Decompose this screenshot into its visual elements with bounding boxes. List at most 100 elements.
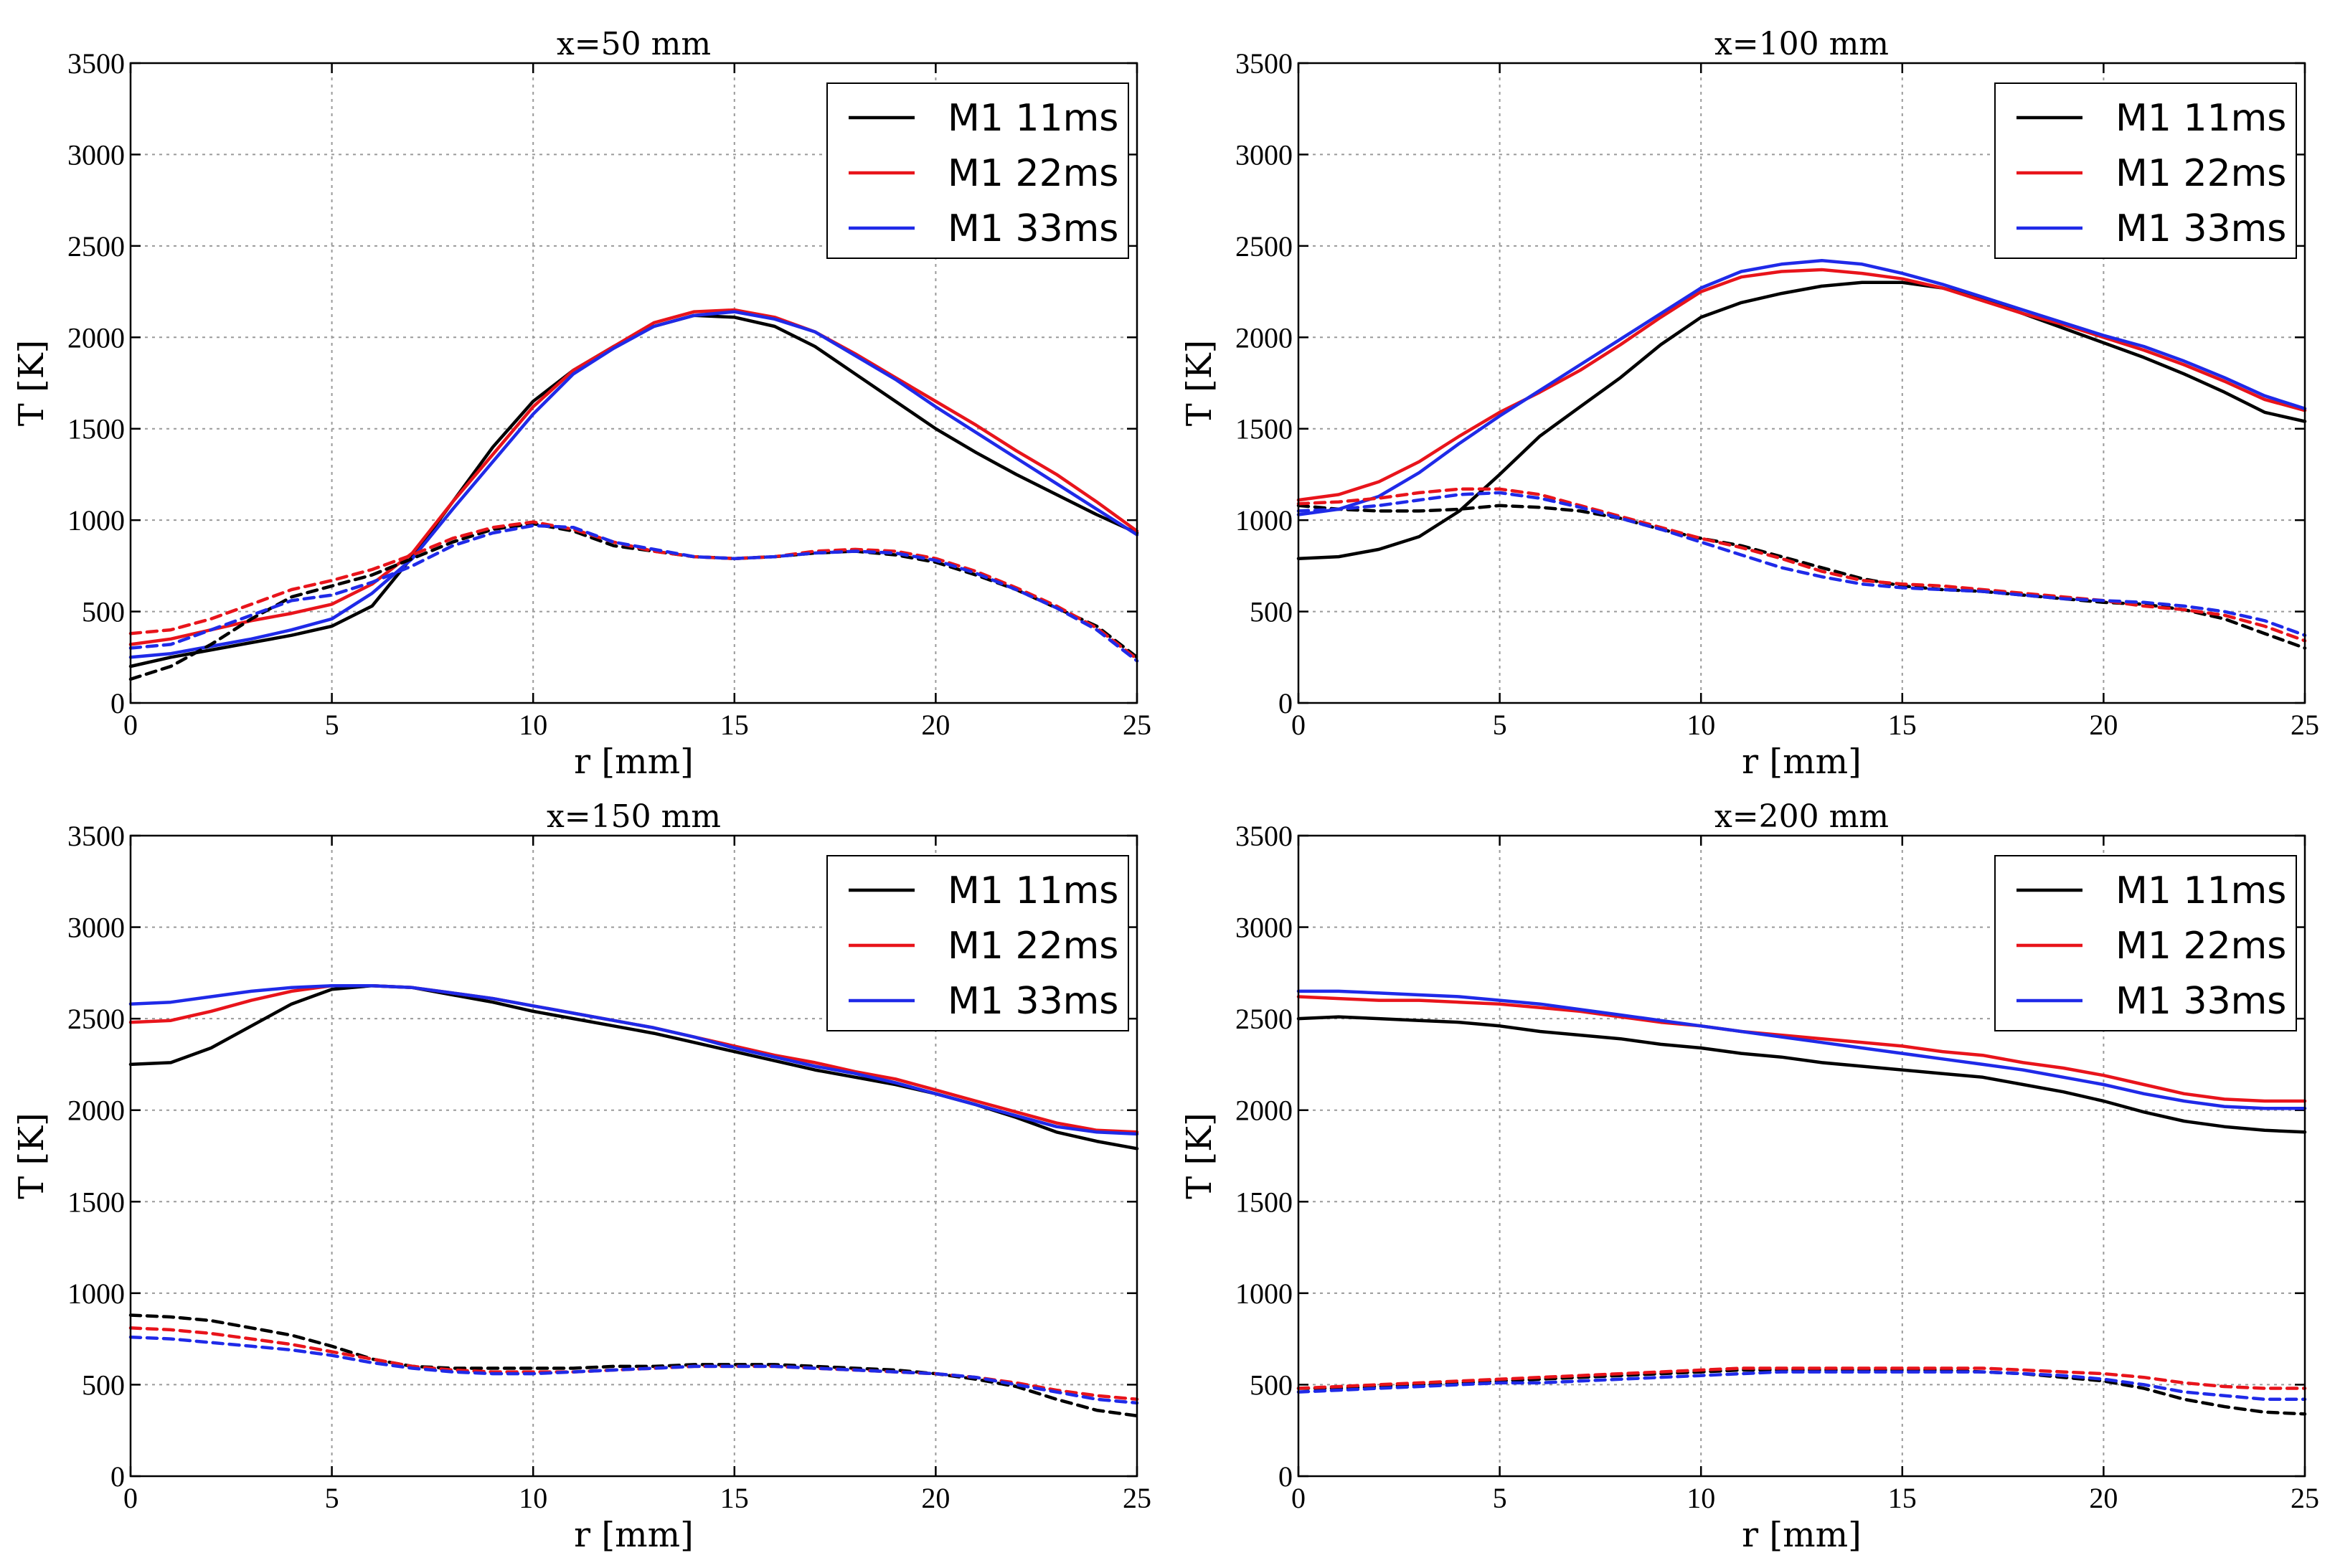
y-tick-label: 0 [1278,1460,1293,1493]
series-line-m1-33ms-dashed [128,1335,1139,1405]
x-tick-label: 20 [921,1482,950,1514]
x-tick-label: 25 [2291,709,2319,741]
y-tick-label: 500 [82,596,125,628]
y-tick-label: 3000 [67,912,125,944]
panel-title: x=150 mm [547,798,721,835]
x-tick-label: 15 [1888,1482,1917,1514]
panel-x50: x=50 mm r [mm] T [K] M1 11ms M1 22ms M1 … [11,26,1151,782]
legend-label-22ms: M1 22ms [948,925,1118,968]
series-line-m1-11ms [1296,280,2307,560]
x-tick-label: 25 [2291,1482,2319,1514]
y-tick-label: 2500 [1235,230,1293,263]
y-tick-label: 500 [1250,596,1293,628]
y-tick-label: 500 [1250,1369,1293,1401]
x-tick-label: 5 [1493,1482,1507,1514]
panel-title: x=200 mm [1714,798,1889,835]
x-axis-label: r [mm] [574,1515,694,1555]
y-tick-label: 500 [82,1369,125,1401]
y-tick-label: 0 [1278,687,1293,719]
legend-label-22ms: M1 22ms [2115,152,2286,195]
x-tick-label: 10 [519,709,547,741]
y-tick-label: 1500 [1235,1186,1293,1218]
series-line-m1-33ms-dashed [1296,1370,2307,1402]
y-tick-label: 0 [110,687,125,719]
legend-label-11ms: M1 11ms [2115,97,2286,140]
x-tick-label: 15 [720,1482,749,1514]
x-tick-label: 15 [720,709,749,741]
x-tick-label: 10 [1687,1482,1715,1514]
legend-label-33ms: M1 33ms [2115,207,2286,250]
y-tick-label: 2000 [67,321,125,354]
series-line-m1-22ms-dashed [1296,1366,2307,1390]
series-line-m1-33ms [1296,258,2307,516]
y-tick-label: 1000 [1235,504,1293,537]
x-tick-label: 0 [123,1482,138,1514]
y-tick-label: 3000 [67,138,125,171]
legend-label-33ms: M1 33ms [2115,980,2286,1023]
legend-label-33ms: M1 33ms [948,980,1118,1023]
y-tick-label: 2000 [67,1095,125,1127]
y-tick-label: 3500 [67,47,125,80]
panel-x150: x=150 mm r [mm] T [K] M1 11ms M1 22ms M1… [11,798,1151,1555]
legend-label-33ms: M1 33ms [948,207,1118,250]
legend-label-11ms: M1 11ms [948,869,1118,912]
plot-frame [129,62,1138,704]
y-axis-label: T [K] [1179,340,1220,427]
x-tick-label: 10 [519,1482,547,1514]
series-line-m1-33ms-dashed [128,524,1139,663]
y-tick-label: 3500 [67,820,125,852]
x-tick-label: 20 [921,709,950,741]
x-tick-label: 0 [123,709,138,741]
series-line-m1-11ms-dashed [1296,1368,2307,1416]
y-axis-label: T [K] [11,340,52,427]
series-line-m1-11ms [1296,1015,2307,1134]
y-tick-label: 3500 [1235,47,1293,80]
y-tick-label: 1000 [67,1277,125,1310]
plot-frame [1297,62,2306,704]
y-tick-label: 2000 [1235,321,1293,354]
y-axis-label: T [K] [1179,1113,1220,1199]
x-tick-label: 0 [1291,709,1306,741]
series-line-m1-22ms [1296,995,2307,1103]
y-tick-label: 2500 [67,230,125,263]
y-tick-label: 1500 [67,413,125,445]
series-line-m1-11ms-dashed [128,521,1139,681]
y-axis-label: T [K] [11,1113,52,1199]
series-line-m1-22ms [1296,268,2307,502]
y-tick-label: 1500 [67,1186,125,1218]
panel-title: x=50 mm [557,26,711,62]
panel-title: x=100 mm [1714,26,1889,62]
x-axis-label: r [mm] [574,742,694,782]
x-tick-label: 20 [2089,709,2118,741]
y-tick-label: 2500 [67,1003,125,1035]
y-tick-label: 3000 [1235,912,1293,944]
x-tick-label: 5 [325,1482,339,1514]
plot-frame [1297,834,2306,1478]
y-tick-label: 1500 [1235,413,1293,445]
panel-x100: x=100 mm r [mm] T [K] M1 11ms M1 22ms M1… [1179,26,2319,782]
y-tick-label: 0 [110,1460,125,1493]
legend-label-22ms: M1 22ms [948,152,1118,195]
panel-x200: x=200 mm r [mm] T [K] M1 11ms M1 22ms M1… [1179,798,2319,1555]
y-tick-label: 3000 [1235,138,1293,171]
y-tick-label: 3500 [1235,820,1293,852]
x-tick-label: 25 [1123,709,1151,741]
legend-label-22ms: M1 22ms [2115,925,2286,968]
y-tick-label: 2500 [1235,1003,1293,1035]
x-tick-label: 0 [1291,1482,1306,1514]
legend-label-11ms: M1 11ms [948,97,1118,140]
x-tick-label: 20 [2089,1482,2118,1514]
series-line-m1-33ms [1296,989,2307,1110]
y-tick-label: 2000 [1235,1095,1293,1127]
x-tick-label: 5 [325,709,339,741]
x-axis-label: r [mm] [1742,1515,1862,1555]
plot-frame [129,834,1138,1478]
x-tick-label: 5 [1493,709,1507,741]
series-line-m1-33ms [128,983,1139,1136]
x-tick-label: 15 [1888,709,1917,741]
y-tick-label: 1000 [1235,1277,1293,1310]
x-tick-label: 10 [1687,709,1715,741]
legend-label-11ms: M1 11ms [2115,869,2286,912]
series-line-m1-22ms [128,308,1139,646]
